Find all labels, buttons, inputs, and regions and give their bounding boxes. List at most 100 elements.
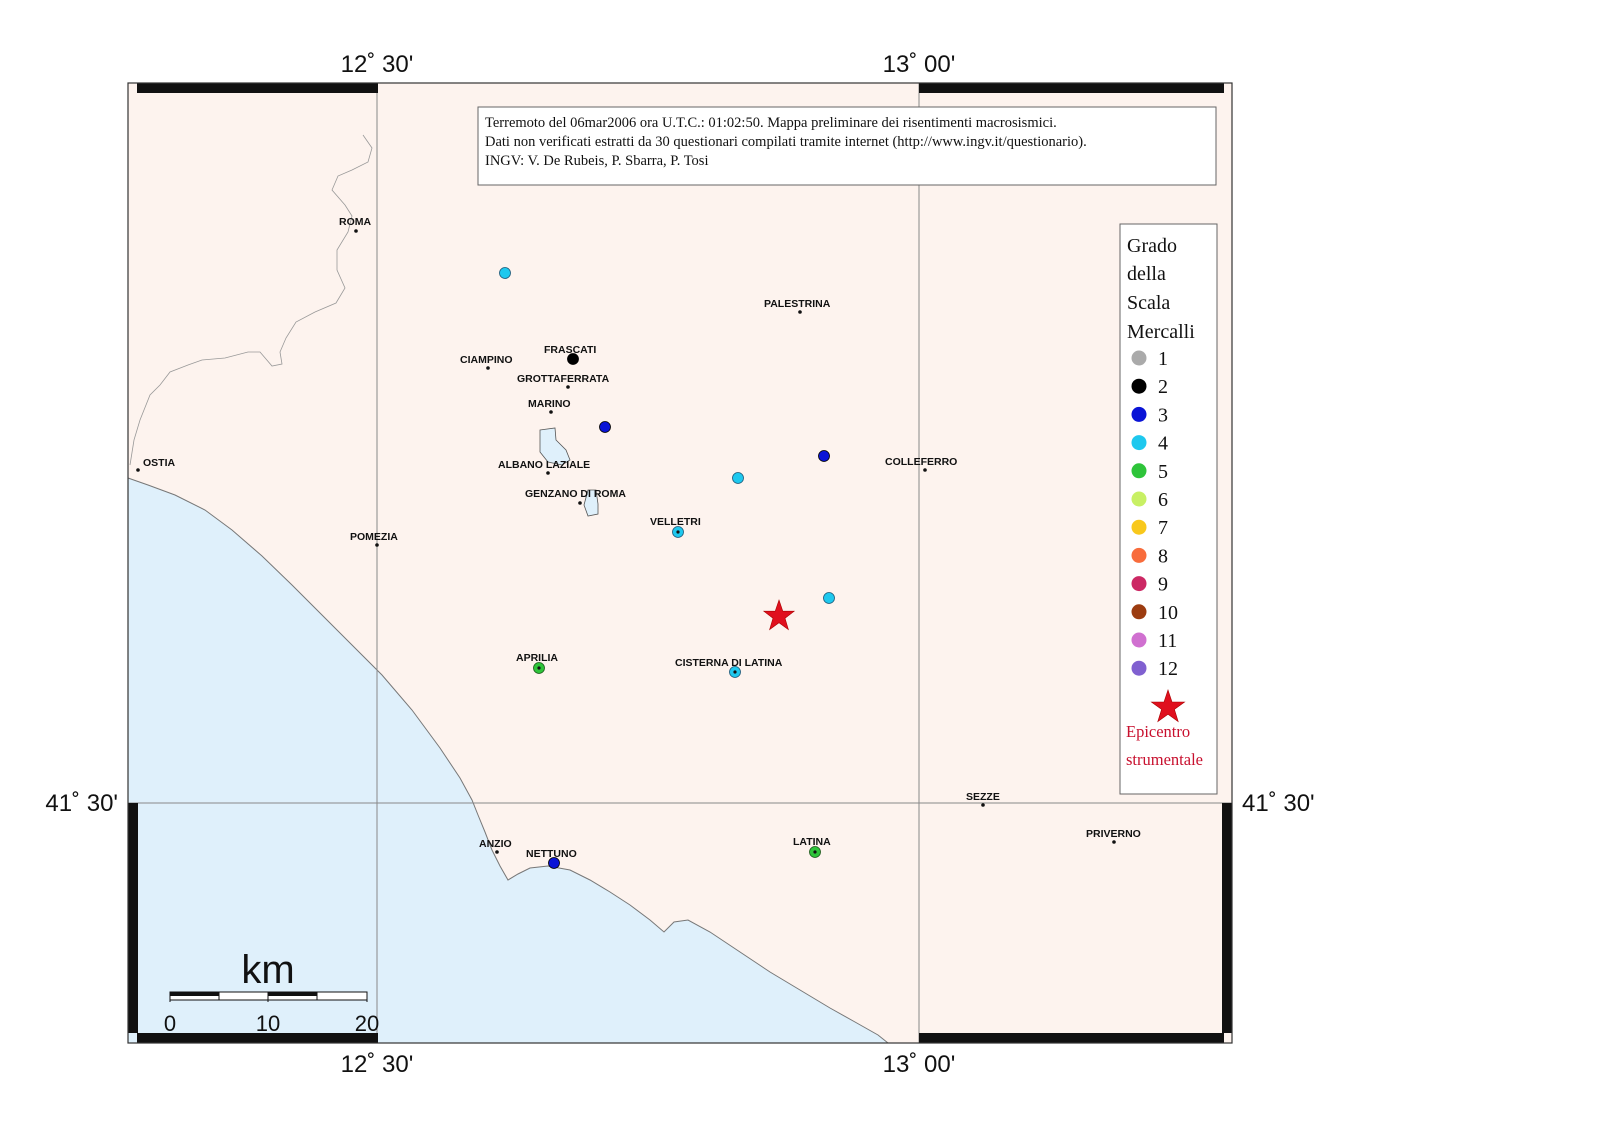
lat-label-right-4130: 41˚ 30' <box>1242 790 1315 817</box>
legend-swatch-6 <box>1131 491 1147 507</box>
town-label-grottaferrata: GROTTAFERRATA <box>517 373 610 385</box>
legend-grade-label-4: 4 <box>1158 433 1168 455</box>
info-line-3: INGV: V. De Rubeis, P. Sbarra, P. Tosi <box>485 153 708 169</box>
observation-marker[interactable] <box>823 592 835 604</box>
town-label-genzano: GENZANO DI ROMA <box>525 488 626 500</box>
town-marker-velletri <box>676 530 680 534</box>
scale-label-0: 0 <box>164 1011 176 1036</box>
legend-swatch-8 <box>1131 547 1147 563</box>
frame-bar-right <box>1222 803 1232 1033</box>
town-marker-aprilia <box>537 666 541 670</box>
frame-outer <box>127 82 1233 1044</box>
town-marker-ostia <box>136 468 140 472</box>
frame-bar-bottom <box>919 1033 1224 1043</box>
legend-swatch-4 <box>1131 435 1147 451</box>
legend-grade-label-7: 7 <box>1158 517 1168 539</box>
town-marker-priverno <box>1112 840 1116 844</box>
epicenter-star[interactable] <box>762 599 796 631</box>
legend-grade-label-11: 11 <box>1158 630 1177 652</box>
legend-swatch-3 <box>1131 406 1147 422</box>
observation-marker[interactable] <box>567 353 579 365</box>
town-label-cisterna: CISTERNA DI LATINA <box>675 657 783 669</box>
lat-label-left-4130: 41˚ 30' <box>45 790 118 817</box>
town-label-nettuno: NETTUNO <box>526 848 577 860</box>
legend-grade-label-5: 5 <box>1158 461 1168 483</box>
town-label-priverno: PRIVERNO <box>1086 828 1141 840</box>
legend-swatch-2 <box>1131 378 1147 394</box>
observation-marker[interactable] <box>818 450 830 462</box>
lon-label-top-1230: 12˚ 30' <box>341 51 414 78</box>
river-tevere <box>129 134 373 466</box>
legend-swatch-5 <box>1131 463 1147 479</box>
legend-title-2: della <box>1127 263 1166 285</box>
town-label-aprilia: APRILIA <box>516 652 558 664</box>
sea-area <box>127 477 890 1044</box>
town-marker-ciampino <box>486 366 490 370</box>
legend-grade-label-8: 8 <box>1158 545 1168 567</box>
info-line-2: Dati non verificati estratti da 30 quest… <box>485 134 1087 150</box>
town-label-ostia: OSTIA <box>143 457 176 469</box>
scale-bar-seg <box>170 992 219 996</box>
frame-bar-bottom <box>137 1033 378 1043</box>
town-layer: ROMA PALESTRINA FRASCATI CIAMPINO GROTTA… <box>136 216 1141 860</box>
town-marker-anzio <box>495 850 499 854</box>
observation-marker[interactable] <box>548 857 560 869</box>
frame-bar-top <box>919 83 1224 93</box>
legend: Grado della Scala Mercalli 1234567891011… <box>1119 223 1218 795</box>
legend-swatch-9 <box>1131 576 1147 592</box>
observation-marker[interactable] <box>499 267 511 279</box>
town-label-latina: LATINA <box>793 836 831 848</box>
info-line-1: Terremoto del 06mar2006 ora U.T.C.: 01:0… <box>485 115 1057 131</box>
legend-swatch-12 <box>1131 660 1147 676</box>
scale-unit: km <box>241 948 294 992</box>
town-label-marino: MARINO <box>528 398 571 410</box>
legend-title-3: Scala <box>1127 292 1170 314</box>
info-box-frame <box>477 106 1217 186</box>
town-label-palestrina: PALESTRINA <box>764 298 831 310</box>
town-marker-colleferro <box>923 468 927 472</box>
observation-marker[interactable] <box>599 421 611 433</box>
town-label-velletri: VELLETRI <box>650 516 701 528</box>
legend-title-1: Grado <box>1127 235 1177 257</box>
town-marker-cisterna <box>733 670 737 674</box>
lake-albano <box>539 427 571 466</box>
town-label-ciampino: CIAMPINO <box>460 354 513 366</box>
town-label-pomezia: POMEZIA <box>350 531 398 543</box>
scale-label-20: 20 <box>355 1011 379 1036</box>
town-marker-roma <box>354 229 358 233</box>
scale-bar: km 0 10 20 <box>164 948 379 1036</box>
legend-epicenter-star <box>1150 689 1186 723</box>
town-marker-albano <box>546 471 550 475</box>
legend-epicentro-2: strumentale <box>1126 750 1203 769</box>
legend-swatch-1 <box>1131 350 1147 366</box>
legend-grade-label-3: 3 <box>1158 404 1168 426</box>
legend-swatch-10 <box>1131 604 1147 620</box>
town-marker-pomezia <box>375 543 379 547</box>
legend-grade-label-12: 12 <box>1158 658 1178 680</box>
town-label-colleferro: COLLEFERRO <box>885 456 957 468</box>
town-marker-latina <box>813 850 817 854</box>
town-label-albano: ALBANO LAZIALE <box>498 459 590 471</box>
legend-grade-label-9: 9 <box>1158 574 1168 596</box>
scale-label-10: 10 <box>256 1011 280 1036</box>
town-label-frascati: FRASCATI <box>544 344 596 356</box>
town-label-anzio: ANZIO <box>479 838 512 850</box>
observation-marker[interactable] <box>732 472 744 484</box>
legend-grade-label-6: 6 <box>1158 489 1168 511</box>
town-label-sezze: SEZZE <box>966 791 1000 803</box>
lon-label-top-1300: 13˚ 00' <box>883 51 956 78</box>
town-marker-grottaferrata <box>566 385 570 389</box>
legend-swatch-11 <box>1131 632 1147 648</box>
scale-bar-seg <box>268 992 317 996</box>
lon-label-bottom-1230: 12˚ 30' <box>341 1051 414 1078</box>
legend-epicentro-1: Epicentro <box>1126 722 1190 741</box>
town-label-roma: ROMA <box>339 216 371 228</box>
legend-title-4: Mercalli <box>1127 321 1195 343</box>
town-marker-palestrina <box>798 310 802 314</box>
legend-grade-label-2: 2 <box>1158 376 1168 398</box>
legend-grade-label-1: 1 <box>1158 348 1168 370</box>
legend-grade-label-10: 10 <box>1158 602 1178 624</box>
town-marker-genzano <box>578 501 582 505</box>
